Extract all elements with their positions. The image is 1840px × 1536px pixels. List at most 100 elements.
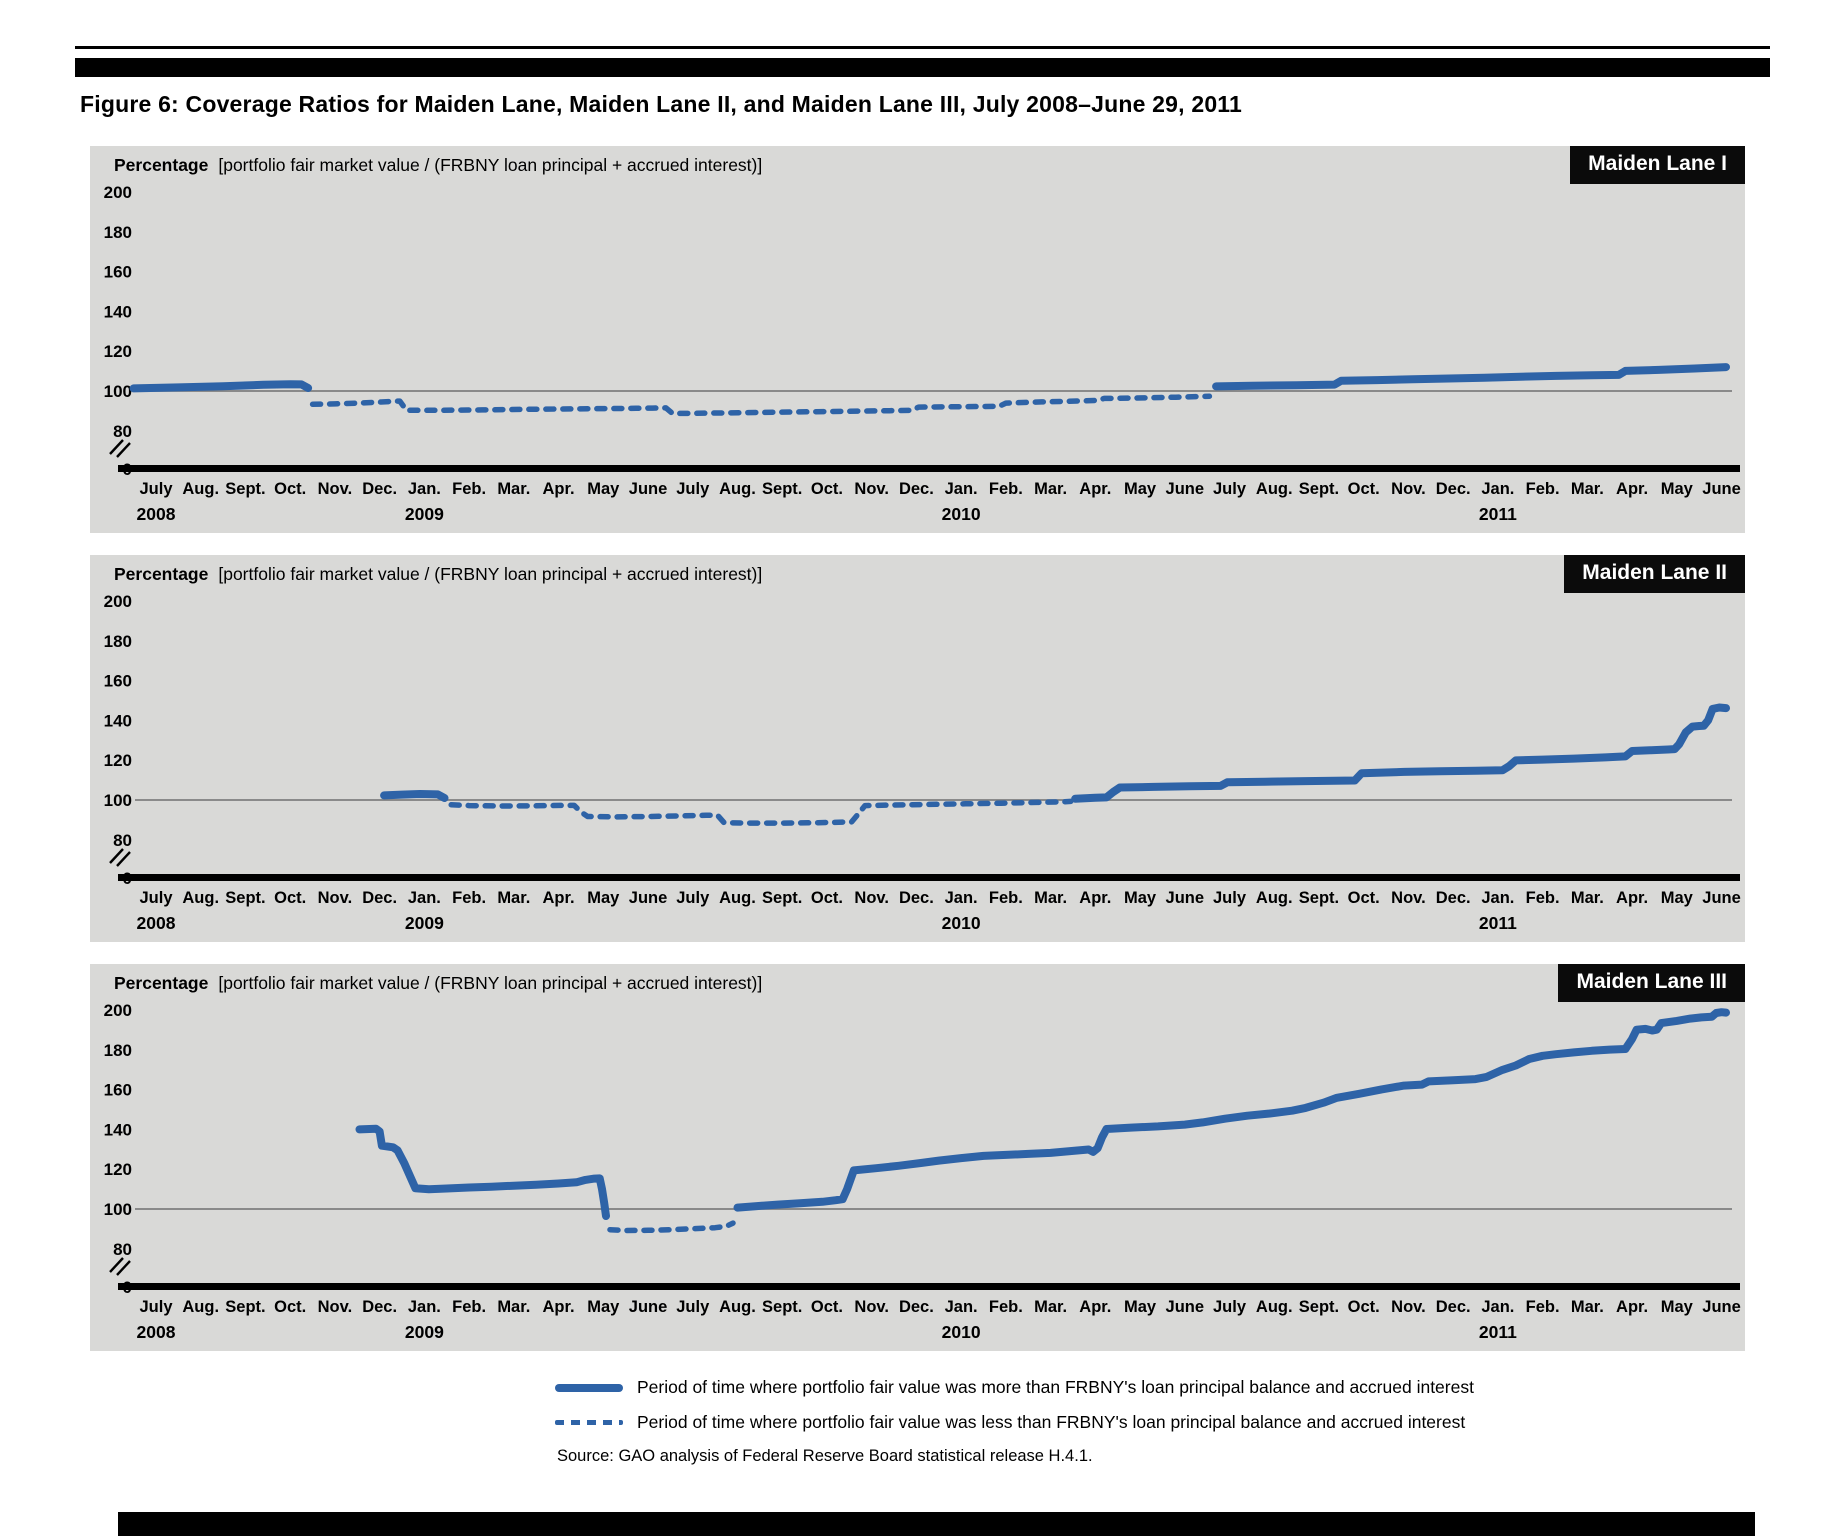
y-axis-note: [portfolio fair market value / (FRBNY lo… bbox=[218, 564, 763, 584]
x-month-label: Mar. bbox=[497, 480, 530, 498]
x-month-label: Mar. bbox=[1571, 1298, 1604, 1316]
x-month-label: Nov. bbox=[1391, 889, 1426, 907]
x-month-label: May bbox=[1124, 889, 1157, 907]
x-month-label: Feb. bbox=[989, 1298, 1023, 1316]
y-axis-label: Percentage bbox=[114, 564, 209, 584]
x-year-label: 2010 bbox=[942, 1322, 981, 1342]
x-month-label: Feb. bbox=[989, 889, 1023, 907]
x-month-label: Apr. bbox=[1079, 889, 1111, 907]
x-month-label: Sept. bbox=[762, 889, 802, 907]
legend-label: Period of time where portfolio fair valu… bbox=[637, 1377, 1474, 1397]
x-month-label: Aug. bbox=[719, 480, 756, 498]
x-month-label: Dec. bbox=[899, 889, 934, 907]
x-month-label: Dec. bbox=[1436, 480, 1471, 498]
x-month-label: Aug. bbox=[719, 1298, 756, 1316]
top-black-bar bbox=[75, 58, 1770, 77]
legend-item-dashed: Period of time where portfolio fair valu… bbox=[555, 1412, 1840, 1433]
x-month-label: Jan. bbox=[1481, 889, 1514, 907]
x-month-label: Feb. bbox=[452, 889, 486, 907]
x-month-label: May bbox=[587, 889, 620, 907]
axis-break-icon bbox=[109, 439, 124, 455]
x-month-label: Sept. bbox=[1299, 889, 1339, 907]
panel-maiden-lane-2: Percentage [portfolio fair market value /… bbox=[90, 555, 1745, 942]
y-tick-label: 140 bbox=[104, 302, 132, 321]
x-month-label: Apr. bbox=[1079, 480, 1111, 498]
x-month-label: Dec. bbox=[362, 889, 397, 907]
x-month-label: July bbox=[676, 1298, 710, 1316]
x-month-label: Jan. bbox=[945, 1298, 978, 1316]
series-line-solid bbox=[380, 790, 449, 802]
x-year-label: 2008 bbox=[137, 504, 176, 524]
x-month-label: June bbox=[629, 480, 668, 498]
y-tick-label: 120 bbox=[104, 1160, 132, 1179]
x-month-label: June bbox=[629, 1298, 668, 1316]
x-axis-baseline bbox=[118, 874, 1740, 881]
x-month-label: Jan. bbox=[945, 480, 978, 498]
x-month-label: Oct. bbox=[274, 480, 306, 498]
x-month-label: May bbox=[587, 1298, 620, 1316]
x-month-label: Feb. bbox=[452, 480, 486, 498]
x-month-label: Sept. bbox=[225, 889, 265, 907]
x-month-label: July bbox=[676, 480, 710, 498]
x-axis-baseline bbox=[118, 1283, 1740, 1290]
x-month-label: Aug. bbox=[182, 889, 219, 907]
x-month-label: May bbox=[1661, 480, 1694, 498]
x-month-label: Mar. bbox=[497, 889, 530, 907]
axis-break-icon bbox=[109, 1257, 124, 1273]
x-month-label: Oct. bbox=[811, 1298, 843, 1316]
y-axis-label: Percentage bbox=[114, 155, 209, 175]
x-month-label: Aug. bbox=[1256, 889, 1293, 907]
x-month-label: Feb. bbox=[452, 1298, 486, 1316]
x-month-label: Nov. bbox=[318, 1298, 353, 1316]
top-rule bbox=[75, 46, 1770, 49]
x-month-label: June bbox=[1702, 889, 1741, 907]
x-month-label: July bbox=[1213, 889, 1247, 907]
x-month-label: Feb. bbox=[1526, 889, 1560, 907]
x-month-label: Dec. bbox=[1436, 1298, 1471, 1316]
legend-solid-line-swatch bbox=[555, 1383, 623, 1392]
y-axis-label: Percentage bbox=[114, 973, 209, 993]
series-line-solid bbox=[1071, 703, 1730, 803]
x-month-label: May bbox=[1124, 480, 1157, 498]
panel-maiden-lane-1: Percentage [portfolio fair market value /… bbox=[90, 146, 1745, 533]
x-month-label: Mar. bbox=[1034, 1298, 1067, 1316]
x-month-label: Feb. bbox=[1526, 1298, 1560, 1316]
chart-maiden-lane-3: 200180160140120100800JulyAug.Sept.Oct.No… bbox=[104, 1004, 1741, 1342]
x-month-label: Mar. bbox=[497, 1298, 530, 1316]
x-month-label: Jan. bbox=[408, 480, 441, 498]
series-line-dashed bbox=[309, 393, 1213, 417]
x-year-label: 2011 bbox=[1479, 504, 1517, 524]
x-month-label: Nov. bbox=[1391, 1298, 1426, 1316]
x-year-label: 2009 bbox=[405, 913, 444, 933]
x-year-label: 2011 bbox=[1479, 913, 1517, 933]
x-month-label: June bbox=[1702, 1298, 1741, 1316]
y-tick-label: 100 bbox=[104, 382, 132, 401]
x-month-label: Aug. bbox=[1256, 1298, 1293, 1316]
x-month-label: Aug. bbox=[719, 889, 756, 907]
x-month-label: Jan. bbox=[408, 1298, 441, 1316]
x-axis-baseline bbox=[118, 465, 1740, 472]
x-month-label: Feb. bbox=[989, 480, 1023, 498]
y-tick-label: 160 bbox=[104, 1081, 132, 1100]
x-month-label: Feb. bbox=[1526, 480, 1560, 498]
x-month-label: Oct. bbox=[274, 1298, 306, 1316]
x-month-label: Nov. bbox=[854, 480, 889, 498]
y-tick-label: 100 bbox=[104, 1200, 132, 1219]
series-line-solid bbox=[129, 380, 313, 393]
legend-dashed-line-swatch bbox=[555, 1420, 623, 1425]
y-tick-label: 180 bbox=[104, 1041, 132, 1060]
x-month-label: Oct. bbox=[811, 480, 843, 498]
y-tick-label: 80 bbox=[113, 831, 132, 850]
x-month-label: Nov. bbox=[1391, 480, 1426, 498]
y-axis-note: [portfolio fair market value / (FRBNY lo… bbox=[218, 973, 763, 993]
axis-break-icon bbox=[116, 1260, 131, 1276]
x-month-label: June bbox=[1166, 889, 1205, 907]
y-tick-label: 120 bbox=[104, 342, 132, 361]
x-month-label: Dec. bbox=[1436, 889, 1471, 907]
x-month-label: Aug. bbox=[182, 480, 219, 498]
series-line-solid bbox=[1212, 363, 1730, 391]
series-line-dashed bbox=[607, 1220, 736, 1234]
legend-label: Period of time where portfolio fair valu… bbox=[637, 1412, 1466, 1432]
x-month-label: Apr. bbox=[1616, 480, 1648, 498]
